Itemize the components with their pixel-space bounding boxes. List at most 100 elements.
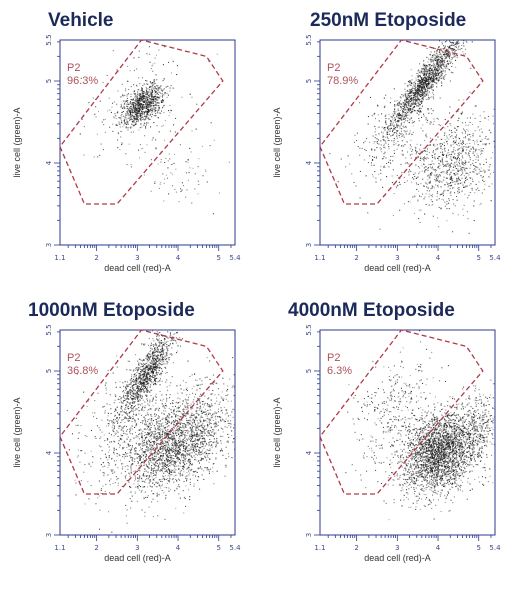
data-point [148,95,150,97]
data-point [401,119,403,121]
data-point [459,27,460,28]
data-point [103,124,105,126]
data-point [400,107,402,109]
data-point [470,164,472,166]
data-point [426,70,428,72]
data-point [433,76,435,78]
data-point [441,43,443,45]
data-point [143,106,145,108]
data-point [415,90,417,92]
data-point [397,113,399,115]
data-point [137,100,139,102]
data-point [426,93,428,95]
data-point [423,60,425,62]
data-point [142,113,144,115]
x-axis-label: dead cell (red)-A [104,553,171,563]
data-point [425,119,427,121]
data-point [481,139,483,141]
data-point [459,182,461,184]
data-point [417,109,419,111]
data-point [444,70,446,72]
data-point [150,384,152,386]
data-point [154,380,156,382]
data-point [135,391,137,393]
data-point [418,92,420,94]
data-point [425,68,427,70]
data-point [150,99,152,101]
data-point [403,126,405,128]
data-point [462,128,464,130]
data-point [405,90,407,92]
data-point [380,169,382,171]
data-point [410,104,412,106]
data-point [139,376,141,378]
data-point [397,140,399,142]
data-point [471,187,473,189]
data-point [143,96,145,98]
data-point [127,393,129,395]
data-point [450,178,452,180]
data-point [446,57,448,59]
data-point [415,86,417,88]
data-point [456,36,457,37]
data-point [424,71,426,73]
data-point [127,121,129,123]
data-point [157,348,159,350]
data-point [152,354,154,356]
data-point [154,88,156,90]
data-point [434,64,436,66]
data-point [140,97,142,99]
data-point [145,101,147,103]
data-point [436,53,438,55]
data-point [444,149,446,151]
data-point [390,135,392,137]
data-point [398,181,400,183]
data-point [174,153,176,155]
data-point [148,94,150,96]
data-point [146,383,148,385]
data-point [364,148,366,150]
data-point [133,109,135,111]
data-point [445,154,447,156]
data-point [463,204,465,206]
data-point [468,139,470,141]
data-point [138,367,140,369]
data-point [183,306,184,307]
data-point [164,46,166,48]
data-point [450,71,452,73]
data-point [148,111,150,113]
data-point [156,351,158,353]
data-point [149,369,151,371]
data-point [458,117,460,119]
data-point [150,95,152,97]
data-point [132,103,134,105]
data-point [438,64,440,66]
data-point [419,76,421,78]
data-point [468,152,470,154]
data-point [154,115,156,117]
data-point [159,87,161,89]
data-point [143,83,145,85]
data-point [448,178,450,180]
data-point [436,185,438,187]
data-point [139,107,141,109]
data-point [450,130,452,132]
data-point [488,129,490,131]
data-point [453,48,455,50]
data-point [150,92,152,94]
data-point [414,98,416,100]
data-point [129,101,131,103]
data-point [454,48,456,50]
data-point [167,325,168,326]
data-point [131,388,133,390]
data-point [393,127,395,129]
data-point [431,68,433,70]
data-point [427,87,429,89]
data-point [137,99,139,101]
data-point [496,122,497,123]
data-point [450,125,452,127]
data-point [391,140,393,142]
data-point [413,93,415,95]
data-point [138,149,140,151]
